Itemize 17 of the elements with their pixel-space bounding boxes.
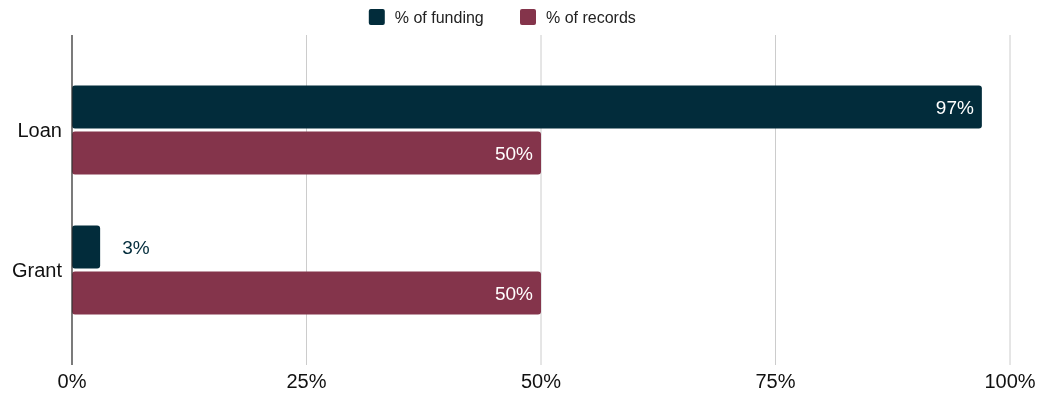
data-label: 50% — [494, 142, 534, 164]
x-tick-label: 25% — [286, 370, 327, 392]
data-label: 97% — [935, 96, 974, 118]
bar — [72, 85, 982, 129]
bar — [72, 131, 541, 175]
data-label: 50% — [494, 282, 534, 304]
bar — [72, 271, 541, 315]
x-tick-label: 75% — [755, 370, 796, 392]
y-tick-label: Grant — [11, 259, 63, 281]
y-tick-label: Loan — [17, 119, 62, 141]
x-tick-label: 0% — [57, 370, 87, 392]
x-tick-label: 100% — [984, 370, 1036, 392]
data-label: 3% — [122, 236, 150, 258]
x-tick-label: 50% — [520, 370, 562, 392]
legend-label: % of funding — [394, 8, 484, 26]
bar — [72, 225, 101, 269]
legend-label: % of records — [546, 8, 636, 26]
